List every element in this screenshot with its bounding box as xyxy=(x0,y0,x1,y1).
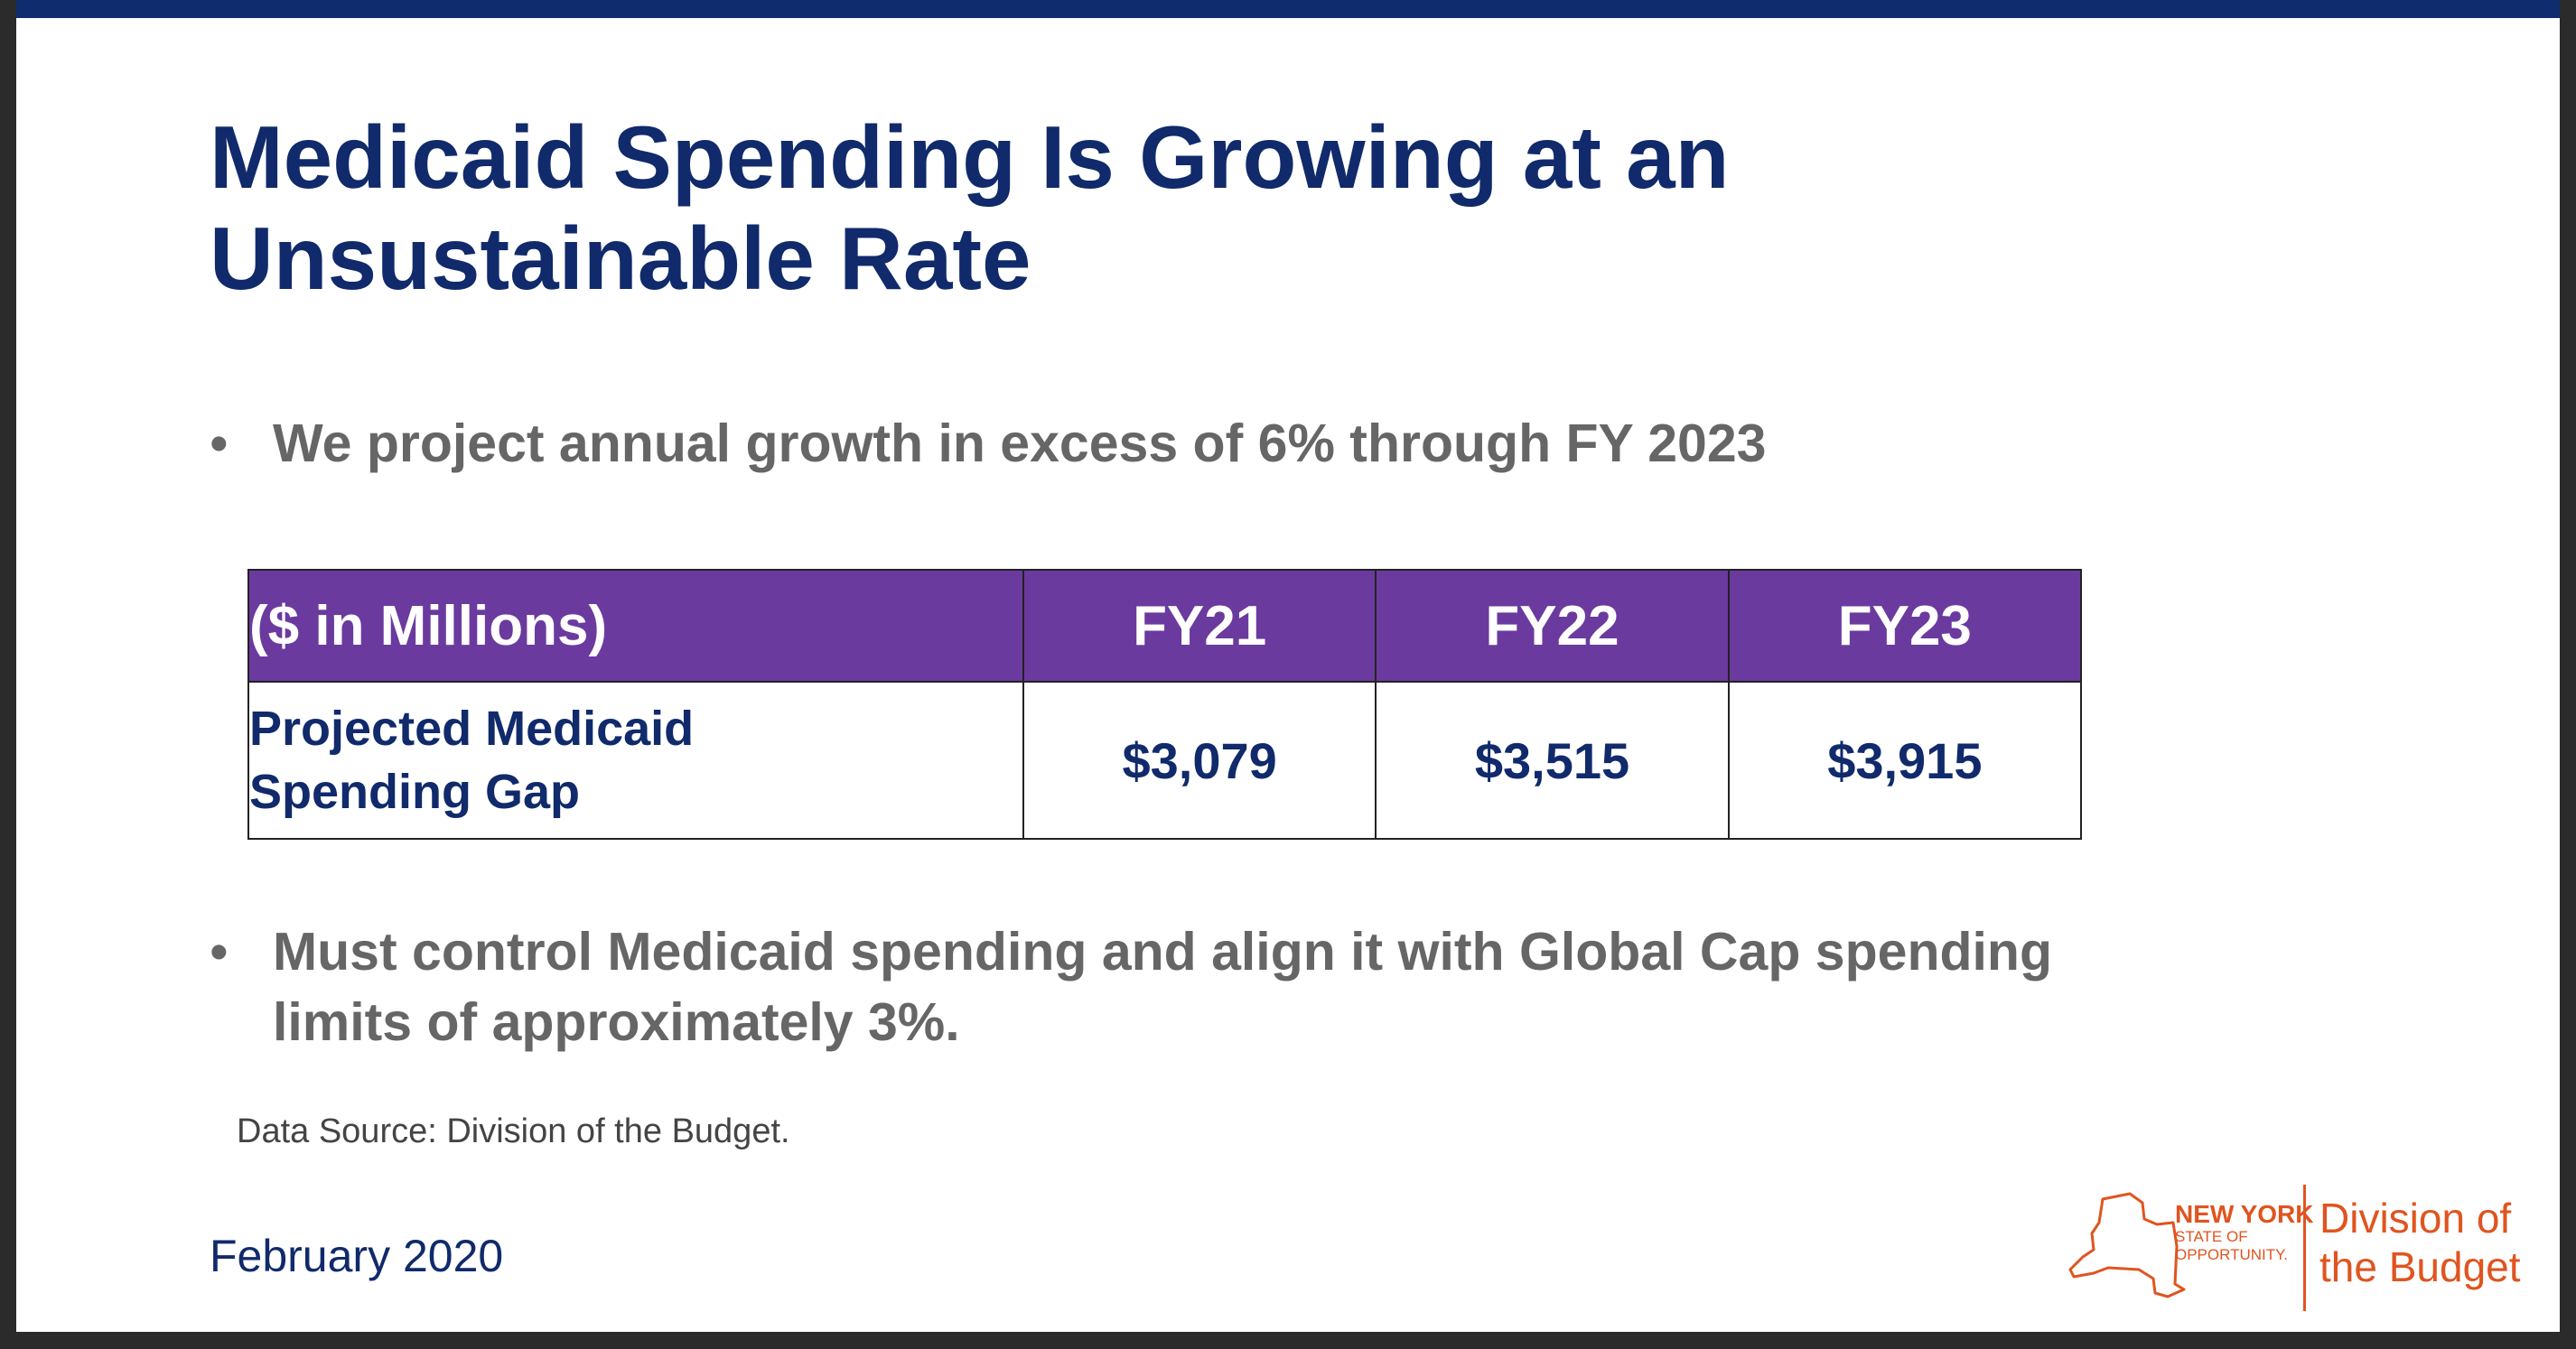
slide: Medicaid Spending Is Growing at an Unsus… xyxy=(16,0,2560,1332)
top-bar xyxy=(16,0,2560,18)
value-fy21: $3,079 xyxy=(1022,681,1377,840)
table-header-fy21: FY21 xyxy=(1022,569,1377,683)
logo-divider xyxy=(2303,1185,2306,1311)
nys-division-of-budget-logo: NEW YORK STATE OF OPPORTUNITY. Division … xyxy=(2067,1174,2536,1318)
spending-gap-table: ($ in Millions) FY21 FY22 FY23 Projected… xyxy=(247,569,2083,840)
data-source-note: Data Source: Division of the Budget. xyxy=(237,1112,790,1150)
bullet-growth: • We project annual growth in excess of … xyxy=(210,408,2106,479)
table-header-row: ($ in Millions) FY21 FY22 FY23 xyxy=(247,569,2083,683)
dob-line1: Division of xyxy=(2319,1195,2512,1242)
date-label: February 2020 xyxy=(210,1231,504,1281)
ny-wordmark: NEW YORK STATE OF OPPORTUNITY. xyxy=(2175,1201,2314,1264)
ny-line3: OPPORTUNITY. xyxy=(2175,1246,2289,1263)
dob-line2: the Budget xyxy=(2319,1243,2521,1290)
bullet-dot: • xyxy=(210,922,229,982)
table-header-fy22: FY22 xyxy=(1375,569,1730,683)
row-label-line2: Spending Gap xyxy=(249,765,581,819)
table-row: Projected Medicaid Spending Gap $3,079 $… xyxy=(247,681,2083,840)
table-header-fy23: FY23 xyxy=(1727,569,2083,683)
bullet-dot: • xyxy=(210,414,229,473)
ny-line1: NEW YORK xyxy=(2175,1200,2314,1228)
bullet-control: • Must control Medicaid spending and ali… xyxy=(210,916,2106,1057)
bullet-text: Must control Medicaid spending and align… xyxy=(273,922,2052,1052)
slide-title: Medicaid Spending Is Growing at an Unsus… xyxy=(210,107,1730,308)
new-york-state-outline-icon xyxy=(2068,1192,2186,1298)
value-fy22: $3,515 xyxy=(1375,681,1730,840)
row-label-line1: Projected Medicaid xyxy=(249,702,695,756)
row-label: Projected Medicaid Spending Gap xyxy=(247,681,1024,840)
ny-line2: STATE OF xyxy=(2175,1228,2248,1245)
dob-wordmark: Division of the Budget xyxy=(2319,1194,2521,1291)
bullet-text: We project annual growth in excess of 6%… xyxy=(273,414,1767,473)
table-header-units: ($ in Millions) xyxy=(247,569,1024,683)
value-fy23: $3,915 xyxy=(1727,681,2083,840)
